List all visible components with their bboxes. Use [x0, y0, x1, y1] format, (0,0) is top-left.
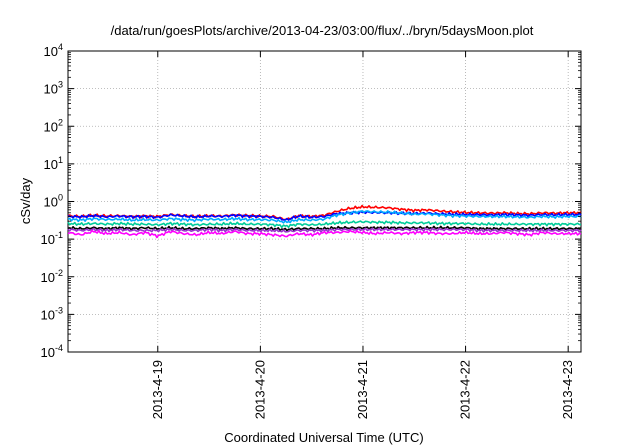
y-tick-label: 10-3 — [41, 305, 63, 322]
plot-frame — [67, 50, 582, 353]
x-tick-label: 2013-4-21 — [355, 360, 370, 419]
series-group — [67, 204, 582, 239]
y-tick-label: 103 — [44, 80, 63, 97]
x-tick-label: 2013-4-19 — [150, 360, 165, 419]
series-line — [67, 210, 582, 224]
series-line — [67, 210, 582, 221]
chart-title: /data/run/goesPlots/archive/2013-04-23/0… — [111, 23, 534, 38]
y-tick-label: 10-2 — [41, 268, 63, 285]
x-tick-label: 2013-4-22 — [458, 360, 473, 419]
x-axis: 2013-4-19 2013-4-20 2013-4-21 2013-4-22 2013… — [150, 51, 575, 419]
x-tick-label: 2013-4-20 — [252, 360, 267, 419]
y-tick-label: 101 — [44, 155, 63, 172]
y-tick-label: 10-4 — [41, 343, 63, 360]
y-tick-label: 10-1 — [41, 230, 63, 247]
y-tick-label: 100 — [44, 193, 63, 210]
y-tick-label: 102 — [44, 117, 63, 134]
series-line — [67, 229, 582, 239]
x-axis-label: Coordinated Universal Time (UTC) — [224, 430, 423, 445]
y-axis-label: cSv/day — [18, 177, 33, 224]
y-axis: 10-4 10-3 10-2 10-1 100 101 102 103 104 — [41, 42, 581, 360]
series-line — [67, 227, 582, 233]
grid — [68, 51, 581, 352]
series-line — [67, 220, 582, 229]
y-tick-label: 104 — [44, 42, 63, 59]
x-tick-label: 2013-4-23 — [560, 360, 575, 419]
